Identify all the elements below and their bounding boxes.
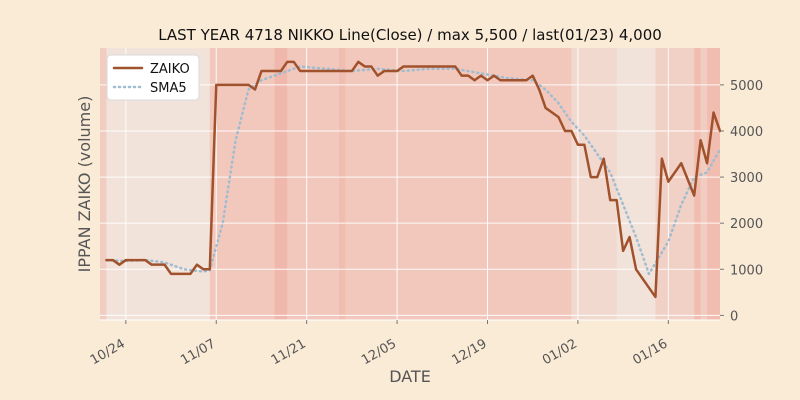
x-tick-label-7: 01/16 — [630, 336, 670, 368]
zaiko-line — [105, 60, 722, 299]
shading-band-3 — [209, 48, 275, 320]
chart-title: LAST YEAR 4718 NIKKO Line(Close) / max 5… — [158, 26, 662, 44]
y-tick-label-5: 4000 — [730, 125, 763, 140]
legend-sma5-label: SMA5 — [150, 81, 187, 96]
shading-band-11 — [694, 48, 701, 320]
shading-band-13 — [707, 48, 720, 320]
legend-zaiko-label: ZAIKO — [150, 62, 190, 77]
y-tick-label-3: 2000 — [730, 217, 763, 232]
shading-band-5 — [287, 48, 339, 320]
x-tick-label-3: 11/21 — [269, 336, 309, 368]
y-tick-label-6: 5000 — [730, 79, 763, 94]
shading-bands — [100, 48, 720, 320]
y-tick-label-1: 0 — [730, 309, 738, 324]
shading-band-6 — [338, 48, 346, 320]
x-tick-label-4: 12/05 — [359, 336, 399, 368]
plot-background — [100, 48, 720, 320]
grid-lines — [100, 48, 720, 320]
shading-band-4 — [274, 48, 288, 320]
x-tick-label-2: 11/07 — [178, 336, 218, 368]
x-tick-label-1: 10/24 — [88, 336, 128, 368]
shading-band-1 — [100, 48, 107, 320]
shading-band-8 — [571, 48, 617, 320]
shading-band-12 — [700, 48, 708, 320]
x-axis-label: DATE — [389, 367, 431, 386]
x-tick-label-5: 12/19 — [450, 336, 490, 368]
y-tick-label-4: 3000 — [730, 171, 763, 186]
y-axis-label: IPPAN ZAIKO (volume) — [75, 96, 94, 273]
x-tick-label-6: 01/02 — [540, 336, 580, 368]
y-tick-label-2: 1000 — [730, 263, 763, 278]
legend-box — [106, 54, 200, 101]
series-lines — [105, 60, 722, 299]
legend: ZAIKO SMA5 — [106, 54, 200, 101]
shading-band-9 — [616, 48, 656, 320]
shading-band-7 — [345, 48, 572, 320]
